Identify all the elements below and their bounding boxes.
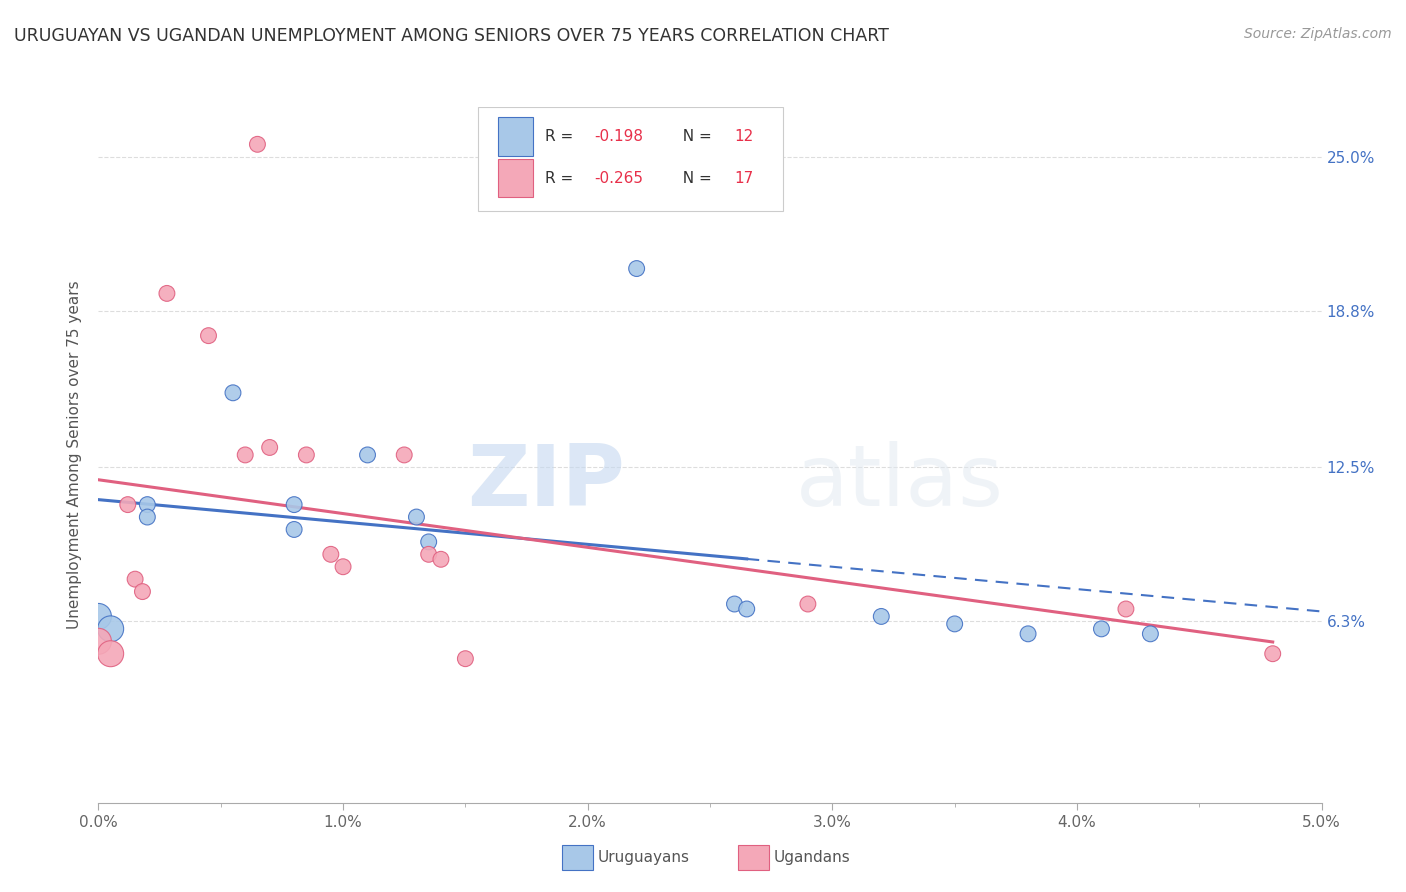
Text: ZIP: ZIP [467,442,624,524]
Point [197,328,219,343]
Point [392,448,416,462]
Text: 17: 17 [734,171,754,186]
Point [1115,602,1137,616]
Text: atlas: atlas [796,442,1004,524]
Point [626,261,648,276]
Point [1139,627,1161,641]
Text: R =: R = [546,171,583,186]
Bar [498,118,533,156]
Point [156,286,179,301]
Point [131,584,153,599]
Point [136,498,159,512]
Point [136,510,159,524]
Point [283,523,305,537]
Text: N =: N = [673,129,717,145]
Point [259,441,281,455]
Point [87,634,110,648]
Text: URUGUAYAN VS UGANDAN UNEMPLOYMENT AMONG SENIORS OVER 75 YEARS CORRELATION CHART: URUGUAYAN VS UGANDAN UNEMPLOYMENT AMONG … [14,27,889,45]
Text: Ugandans: Ugandans [773,850,851,864]
Point [418,535,440,549]
Point [283,498,305,512]
Point [332,559,354,574]
Point [454,651,477,665]
FancyBboxPatch shape [478,107,783,211]
Point [117,498,139,512]
Point [319,547,342,561]
Y-axis label: Unemployment Among Seniors over 75 years: Unemployment Among Seniors over 75 years [67,281,83,629]
Point [87,609,110,624]
Point [735,602,758,616]
Point [1017,627,1039,641]
Point [1261,647,1284,661]
Text: N =: N = [673,171,717,186]
Point [723,597,745,611]
Bar [498,159,533,197]
Point [797,597,820,611]
Point [870,609,893,624]
Point [222,385,245,400]
Point [418,547,440,561]
Text: -0.198: -0.198 [593,129,643,145]
Point [100,622,122,636]
Text: -0.265: -0.265 [593,171,643,186]
Point [124,572,146,586]
Point [100,647,122,661]
Point [246,137,269,152]
Point [405,510,427,524]
Text: Uruguayans: Uruguayans [598,850,689,864]
Text: R =: R = [546,129,583,145]
Point [356,448,378,462]
Point [430,552,453,566]
Text: 12: 12 [734,129,754,145]
Point [1090,622,1112,636]
Text: Source: ZipAtlas.com: Source: ZipAtlas.com [1244,27,1392,41]
Point [943,616,966,631]
Point [295,448,318,462]
Point [233,448,256,462]
